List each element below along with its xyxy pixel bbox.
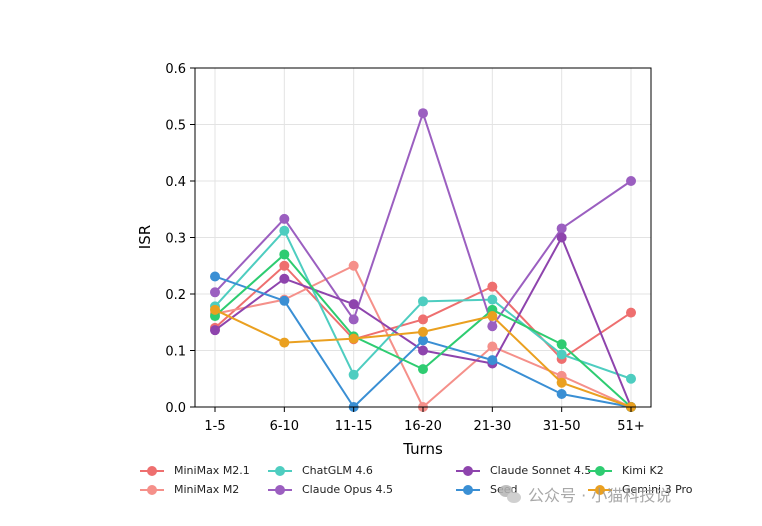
data-point <box>279 249 290 260</box>
legend-item: ChatGLM 4.6 <box>268 464 373 477</box>
data-point <box>418 314 428 325</box>
legend-label: MiniMax M2.1 <box>174 464 250 477</box>
data-point <box>210 325 220 336</box>
legend-label: Claude Opus 4.5 <box>302 483 394 496</box>
series-claude-opus-4-5 <box>210 108 636 332</box>
y-tick-label: 0.4 <box>165 175 186 190</box>
data-point <box>626 176 636 186</box>
data-point <box>210 287 220 298</box>
x-tick-label: 11-15 <box>335 419 373 434</box>
x-tick-label: 16-20 <box>404 419 442 434</box>
data-point <box>418 345 428 356</box>
legend-label: MiniMax M2 <box>174 483 240 496</box>
y-axis: 0.0 0.1 0.2 0.3 0.4 0.5 0.6 <box>165 62 195 416</box>
data-point <box>626 373 636 384</box>
data-point <box>279 295 290 306</box>
data-point <box>348 299 359 310</box>
y-tick-label: 0.1 <box>165 345 186 360</box>
data-point <box>487 355 498 366</box>
data-point <box>210 271 220 282</box>
y-tick-label: 0.2 <box>165 288 186 303</box>
x-tick-label: 31-50 <box>543 419 581 434</box>
data-point <box>348 260 359 271</box>
x-tick-label: 6-10 <box>270 419 300 434</box>
data-point <box>487 311 498 322</box>
legend-item: Claude Opus 4.5 <box>268 483 393 496</box>
legend-item: MiniMax M2.1 <box>140 464 250 477</box>
series-layer <box>210 108 636 412</box>
data-point <box>348 314 359 325</box>
legend-label: ChatGLM 4.6 <box>302 464 373 477</box>
data-point <box>348 369 359 380</box>
data-point <box>279 337 290 348</box>
data-point <box>418 296 428 307</box>
watermark-text: 公众号 · 小猫科技说 <box>528 486 672 505</box>
legend-item: Kimi K2 <box>588 464 664 477</box>
data-point <box>418 364 428 375</box>
data-point <box>556 377 567 388</box>
legend-label: Kimi K2 <box>622 464 664 477</box>
legend-swatch <box>456 484 480 496</box>
legend-item: MiniMax M2 <box>140 483 239 496</box>
legend-label: Gemini 3 Pro <box>622 483 693 496</box>
data-point <box>418 326 428 337</box>
data-point <box>487 321 498 332</box>
data-point <box>279 260 290 271</box>
legend-swatch <box>140 484 164 496</box>
watermark: 公众号 · 小猫科技说 <box>498 482 671 506</box>
x-tick-label: 21-30 <box>473 419 511 434</box>
series-gemini-3-pro <box>210 304 636 412</box>
data-point <box>487 281 498 292</box>
data-point <box>487 294 498 305</box>
legend-swatch <box>588 484 612 496</box>
legend-swatch <box>140 465 164 477</box>
data-point <box>556 389 567 400</box>
x-axis-label: Turns <box>402 440 443 458</box>
legend-swatch <box>268 484 292 496</box>
data-point <box>210 304 220 315</box>
legend-swatch <box>588 465 612 477</box>
data-point <box>348 333 359 344</box>
data-point <box>556 232 567 243</box>
data-point <box>279 225 290 236</box>
data-point <box>418 108 428 119</box>
x-tick-label: 1-5 <box>204 419 225 434</box>
data-point <box>418 335 428 346</box>
data-point <box>556 339 567 350</box>
y-tick-label: 0.0 <box>165 401 186 416</box>
legend-label: Claude Sonnet 4.5 <box>490 464 592 477</box>
grid-lines <box>195 67 651 408</box>
y-tick-label: 0.6 <box>165 62 186 77</box>
data-point <box>626 307 636 318</box>
data-point <box>487 341 498 352</box>
y-tick-label: 0.5 <box>165 119 186 134</box>
wechat-icon <box>498 482 522 506</box>
data-point <box>279 273 290 284</box>
y-axis-label: ISR <box>136 225 154 249</box>
x-axis: 1-5 6-10 11-15 16-20 21-30 31-50 51+ <box>204 407 645 434</box>
data-point <box>279 213 290 224</box>
legend-swatch <box>456 465 480 477</box>
legend-item: Gemini 3 Pro <box>588 483 693 496</box>
legend-swatch <box>268 465 292 477</box>
series-chatglm-4-6 <box>210 225 636 384</box>
x-tick-label: 51+ <box>617 419 644 434</box>
data-point <box>556 223 567 234</box>
y-tick-label: 0.3 <box>165 232 186 247</box>
legend-item: Claude Sonnet 4.5 <box>456 464 591 477</box>
data-point <box>556 349 567 360</box>
